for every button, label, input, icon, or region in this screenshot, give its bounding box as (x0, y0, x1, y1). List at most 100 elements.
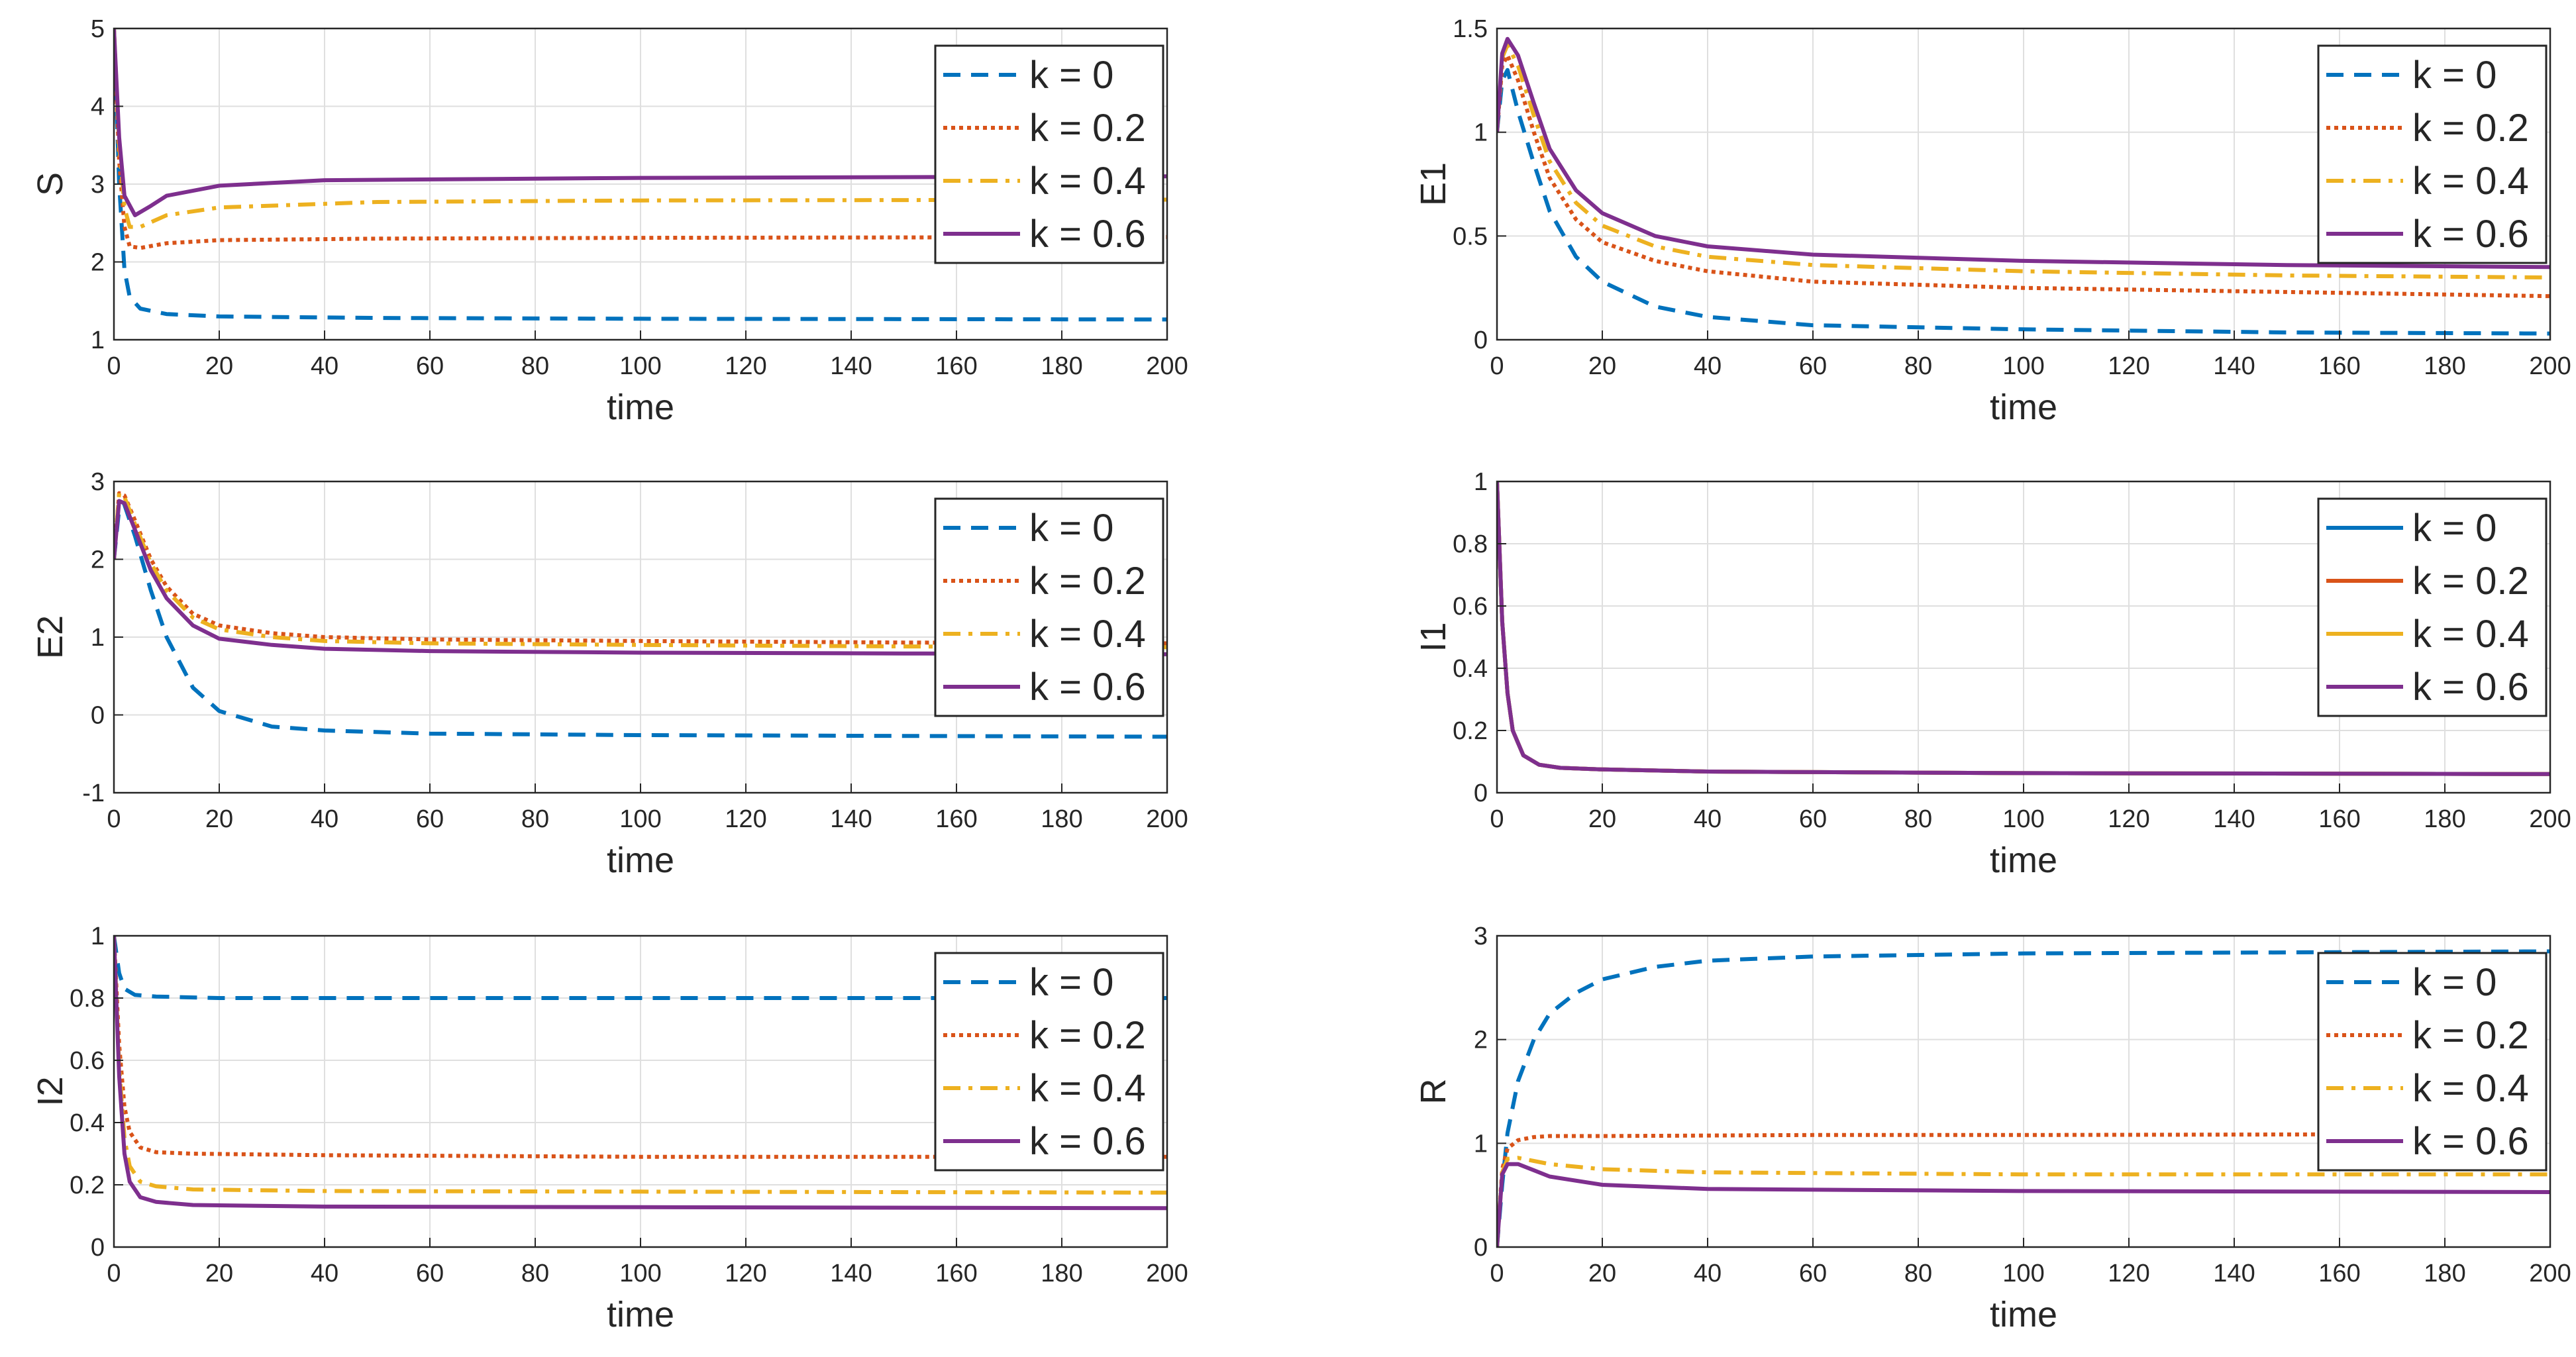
series-group (114, 491, 1167, 739)
y-axis-label: E1 (1414, 162, 1453, 206)
series-line-k-0-6 (114, 499, 1167, 656)
legend-label: k = 0.4 (2412, 1067, 2529, 1110)
x-tick-label: 180 (2424, 805, 2465, 833)
x-tick-label: 140 (2213, 805, 2255, 833)
x-tick-label: 20 (205, 1260, 233, 1287)
x-tick-label: 160 (935, 805, 977, 833)
x-tick-label: 80 (521, 1260, 549, 1287)
x-tick-label: 140 (830, 1260, 872, 1287)
y-tick-label: 0.2 (70, 1172, 105, 1199)
series-line-k-0-2 (114, 491, 1167, 646)
legend-label: k = 0.2 (1029, 560, 1146, 603)
legend-box (2317, 497, 2548, 717)
legend-label: k = 0 (1029, 507, 1113, 550)
legend-label: k = 0 (1029, 54, 1113, 97)
y-tick-label: 0 (1474, 1234, 1488, 1262)
legend-label: k = 0.2 (2412, 107, 2529, 150)
series-line-k-0-6 (114, 28, 1167, 217)
series-line-k-0-2 (114, 28, 1167, 250)
x-tick-label: 0 (107, 352, 121, 380)
legend-box (2317, 952, 2548, 1172)
x-tick-label: 160 (2318, 352, 2360, 380)
series-line-k-0-6 (114, 936, 1167, 1211)
x-tick-label: 180 (1041, 1260, 1082, 1287)
legend-label: k = 0.4 (2412, 613, 2529, 656)
x-tick-label: 40 (1694, 805, 1722, 833)
y-tick-label: 2 (91, 546, 105, 574)
series-group (1497, 949, 2550, 1247)
x-tick-label: 60 (1799, 1260, 1827, 1287)
x-tick-label: 60 (416, 805, 444, 833)
y-tick-label: 0.5 (1453, 223, 1488, 250)
panel-top-left: 0 20 40 60 80 100 120 140 160 180 200 1 2 3 4 5 time Sk =… (30, 15, 1188, 427)
legend: k = 0 k = 0.2 k = 0.4 k = 0.6 (934, 497, 1164, 717)
series-line-k-0 (114, 28, 1167, 322)
x-tick-label: 0 (1490, 805, 1504, 833)
x-tick-label: 120 (2108, 1260, 2149, 1287)
y-tick-label: 0.6 (1453, 593, 1488, 621)
x-tick-label: 20 (1588, 1260, 1616, 1287)
x-tick-label: 180 (1041, 805, 1082, 833)
x-tick-label: 40 (1694, 1260, 1722, 1287)
legend: k = 0 k = 0.2 k = 0.4 k = 0.6 (2317, 497, 2548, 717)
y-tick-label: 3 (1474, 923, 1488, 950)
series-line-k-0-4 (114, 28, 1167, 229)
x-tick-label: 100 (2002, 1260, 2044, 1287)
x-tick-label: 60 (1799, 805, 1827, 833)
x-tick-label: 120 (2108, 352, 2149, 380)
series-line-k-0-6 (1497, 1162, 2550, 1247)
x-tick-label: 80 (1904, 352, 1932, 380)
x-tick-label: 20 (205, 805, 233, 833)
y-axis-label: R (1414, 1079, 1453, 1105)
x-tick-label: 160 (2318, 805, 2360, 833)
legend-label: k = 0 (1029, 961, 1113, 1004)
x-tick-label: 60 (416, 1260, 444, 1287)
x-tick-label: 100 (2002, 805, 2044, 833)
y-tick-label: 0 (91, 1234, 105, 1262)
series-line-k-0 (1497, 68, 2550, 336)
y-tick-label: 1 (91, 923, 105, 950)
series-line-k-0 (1497, 949, 2550, 1247)
x-tick-label: 0 (107, 805, 121, 833)
panel-middle-right: 0 20 40 60 80 100 120 140 160 180 200 0 0.2 0.4 0.6 0.8… (1414, 468, 2571, 880)
y-axis-label: I1 (1414, 622, 1453, 652)
y-axis-label: E2 (30, 615, 70, 659)
x-axis-label: time (607, 1295, 674, 1334)
legend-label: k = 0 (2412, 961, 2497, 1004)
legend-label: k = 0.6 (2412, 213, 2529, 256)
legend-label: k = 0.2 (2412, 560, 2529, 603)
y-tick-label: 1 (1474, 1130, 1488, 1158)
series-group (1497, 481, 2550, 776)
y-tick-label: 2 (91, 249, 105, 277)
y-tick-label: 0 (91, 702, 105, 730)
x-tick-label: 200 (1146, 1260, 1188, 1287)
x-tick-label: 140 (830, 805, 872, 833)
x-tick-label: 120 (725, 805, 766, 833)
x-tick-label: 0 (1490, 1260, 1504, 1287)
x-tick-label: 60 (1799, 352, 1827, 380)
legend-label: k = 0.6 (2412, 1120, 2529, 1163)
legend: k = 0 k = 0.2 k = 0.4 k = 0.6 (934, 44, 1164, 264)
legend-label: k = 0.6 (1029, 666, 1146, 709)
series-line-k-0-2 (1497, 1132, 2550, 1247)
x-tick-label: 60 (416, 352, 444, 380)
x-tick-label: 200 (2529, 352, 2571, 380)
legend: k = 0 k = 0.2 k = 0.4 k = 0.6 (2317, 44, 2548, 264)
x-tick-label: 80 (521, 352, 549, 380)
y-tick-label: 0.6 (70, 1047, 105, 1075)
legend-box (2317, 44, 2548, 264)
x-tick-label: 80 (1904, 1260, 1932, 1287)
y-tick-label: 0.4 (70, 1109, 105, 1137)
y-tick-label: 3 (91, 468, 105, 496)
x-tick-label: 200 (1146, 805, 1188, 833)
x-tick-label: 0 (1490, 352, 1504, 380)
y-tick-label: 1 (1474, 468, 1488, 496)
legend-label: k = 0.4 (1029, 160, 1146, 203)
panel-top-right: 0 20 40 60 80 100 120 140 160 180 200 0 0.5 1 1.5 time E… (1414, 15, 2571, 427)
x-tick-label: 140 (2213, 1260, 2255, 1287)
y-tick-label: 1 (91, 624, 105, 652)
x-tick-label: 140 (830, 352, 872, 380)
x-tick-label: 80 (1904, 805, 1932, 833)
x-tick-label: 120 (725, 1260, 766, 1287)
